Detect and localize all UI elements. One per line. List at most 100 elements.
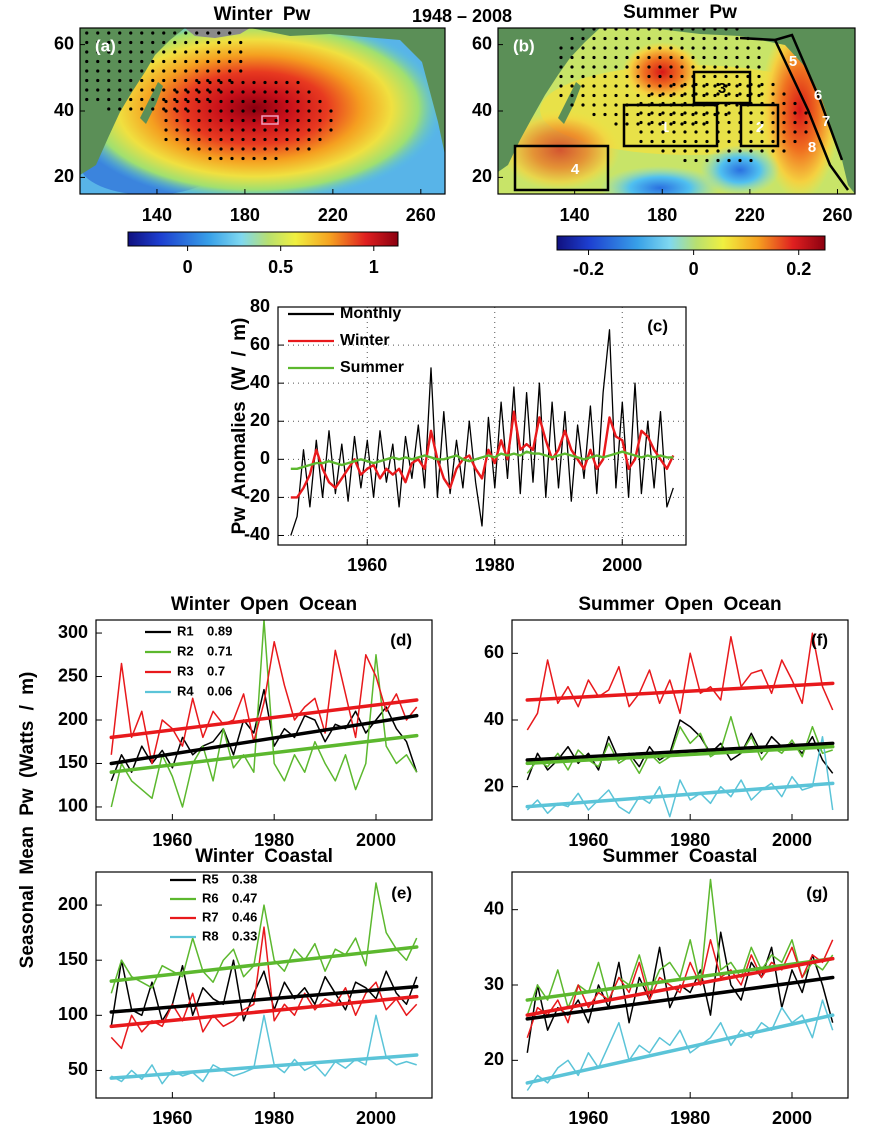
region-label: 2 — [756, 119, 764, 136]
significance-dot — [669, 103, 673, 107]
significance-dot — [241, 99, 245, 104]
significance-dot — [162, 12, 165, 15]
significance-dot — [208, 90, 212, 94]
significance-dot — [118, 40, 122, 45]
significance-dot — [647, 74, 651, 79]
significance-dot — [96, 78, 100, 83]
significance-dot — [173, 3, 176, 6]
significance-dot — [592, 93, 596, 98]
significance-dot — [760, 92, 764, 96]
significance-dot — [581, 36, 585, 41]
significance-dot — [173, 97, 177, 102]
significance-dot — [559, 65, 563, 69]
significance-dot — [672, 101, 676, 106]
significance-dot — [230, 109, 234, 113]
significance-dot — [118, 31, 122, 35]
significance-dot — [680, 55, 684, 60]
significance-dot — [614, 36, 618, 41]
significance-dot — [680, 65, 684, 69]
significance-dot — [705, 120, 709, 125]
plot-area — [109, 620, 419, 808]
significance-dot — [625, 65, 629, 69]
significance-dot — [219, 137, 223, 142]
trend-line — [525, 744, 835, 766]
legend-value: 0.71 — [207, 643, 232, 658]
significance-dot — [694, 101, 698, 106]
significance-dot — [592, 65, 596, 69]
significance-dot — [206, 40, 210, 45]
significance-dot — [559, 84, 563, 88]
significance-dot — [727, 130, 731, 134]
significance-dot — [239, 69, 243, 73]
significance-dot — [702, 74, 706, 79]
region-box — [513, 144, 610, 192]
significance-dot — [636, 93, 640, 98]
significance-dot — [195, 40, 199, 45]
legend-value: 0.38 — [232, 871, 257, 886]
significance-dot — [771, 111, 775, 115]
significance-dot — [274, 80, 278, 85]
significance-dot — [625, 46, 629, 50]
legend-label: R3 — [177, 663, 194, 678]
series-line — [290, 329, 674, 536]
map-title: Summer Pw — [623, 2, 737, 23]
significance-dot — [241, 137, 245, 142]
significance-dot — [658, 28, 662, 31]
significance-dot — [175, 137, 179, 142]
significance-dot — [206, 69, 210, 73]
period: 1948 – 2008 — [412, 6, 512, 26]
significance-dot — [603, 103, 607, 107]
significance-dot — [129, 97, 133, 102]
significance-dot — [661, 111, 665, 115]
significance-dot — [713, 55, 717, 60]
significance-dot — [661, 130, 665, 134]
significance-dot — [129, 12, 132, 15]
colorbar-tick-label: -0.2 — [573, 259, 604, 279]
significance-dot — [570, 36, 574, 41]
significance-dot — [230, 128, 234, 132]
significance-dot — [570, 93, 574, 98]
significance-dot — [217, 69, 221, 73]
significance-dot — [96, 22, 99, 25]
y-tick-label: 20 — [484, 1049, 504, 1069]
significance-dot — [680, 122, 684, 126]
significance-dot — [603, 46, 607, 50]
y-tick-label: 40 — [484, 709, 504, 729]
y-axis-label: Pw Anomalies (W / m) — [229, 318, 250, 535]
significance-dot — [669, 74, 673, 79]
significance-dot — [672, 92, 676, 96]
significance-dot — [669, 36, 673, 41]
significance-dot — [650, 120, 654, 125]
significance-dot — [162, 78, 166, 83]
significance-dot — [636, 74, 640, 79]
significance-dot — [151, 12, 154, 15]
significance-dot — [85, 50, 89, 54]
y-tick-label: 40 — [250, 372, 270, 392]
significance-dot — [738, 130, 742, 134]
significance-dot — [636, 36, 640, 41]
legend-label: R2 — [177, 643, 194, 658]
significance-dot — [219, 80, 223, 85]
significance-dot — [140, 107, 144, 111]
significance-dot — [581, 65, 585, 69]
significance-dot — [713, 65, 717, 69]
significance-dot — [129, 3, 132, 6]
significance-dot — [669, 122, 673, 126]
significance-dot — [694, 149, 698, 153]
significance-dot — [329, 109, 333, 113]
significance-dot — [738, 149, 742, 153]
significance-dot — [639, 120, 643, 125]
significance-dot — [603, 18, 606, 21]
x-tick-label: 1960 — [152, 830, 192, 850]
y-tick-label: 100 — [58, 1004, 88, 1024]
significance-dot — [173, 69, 177, 73]
region-boxes — [513, 33, 850, 192]
significance-dot — [716, 101, 720, 106]
x-tick-label: 220 — [735, 205, 765, 225]
panel-label: (d) — [390, 630, 412, 649]
significance-dot — [263, 147, 267, 151]
significance-dot — [581, 46, 585, 50]
significance-dot — [118, 69, 122, 73]
significance-dot — [107, 31, 111, 35]
